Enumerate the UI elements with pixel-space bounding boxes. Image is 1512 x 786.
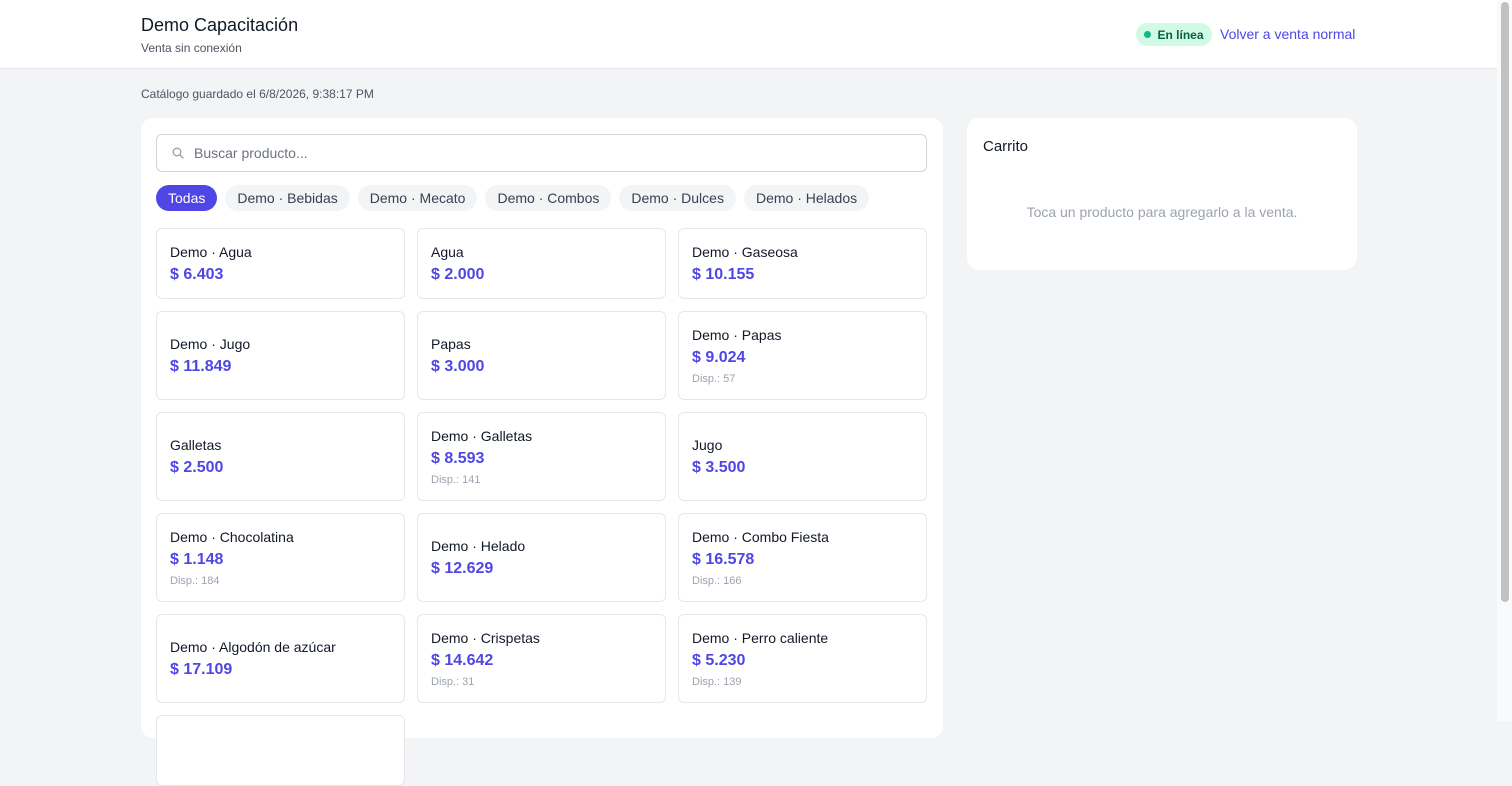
product-card[interactable]: Galletas $ 2.500 [156,412,405,501]
product-price: $ 2.000 [431,265,485,283]
page-scrollbar-thumb[interactable] [1501,2,1509,602]
product-card[interactable]: Demo · Gaseosa $ 10.155 [678,228,927,299]
cart-empty-message: Toca un producto para agregarlo a la ven… [1026,204,1298,220]
product-stock: Disp.: 139 [692,675,742,688]
product-stock: Disp.: 141 [431,473,481,486]
category-chip[interactable]: Demo · Mecato [357,185,478,211]
product-card[interactable]: Jugo $ 3.500 [678,412,927,501]
category-chip[interactable]: Demo · Dulces [619,185,736,211]
search-box [156,134,927,172]
product-price: $ 9.024 [692,348,746,366]
product-name: Agua [431,243,464,260]
back-to-normal-sale-link[interactable]: Volver a venta normal [1220,26,1356,42]
product-card[interactable]: Demo · Papas $ 9.024 Disp.: 57 [678,311,927,400]
category-chip[interactable]: Demo · Bebidas [225,185,350,211]
product-price: $ 17.109 [170,660,233,678]
product-card[interactable]: Demo · Chocolatina $ 1.148 Disp.: 184 [156,513,405,602]
product-stock: Disp.: 57 [692,372,736,385]
product-stock: Disp.: 184 [170,574,220,587]
product-card[interactable]: Demo · Algodón de azúcar $ 17.109 [156,614,405,703]
product-card[interactable]: Demo · Perro caliente $ 5.230 Disp.: 139 [678,614,927,703]
cart-title: Carrito [983,138,1029,155]
product-stock: Disp.: 166 [692,574,742,587]
product-card[interactable]: Demo · Agua $ 6.403 [156,228,405,299]
product-card[interactable]: Demo · Crispetas $ 14.642 Disp.: 31 [417,614,666,703]
catalog-saved-note: Catálogo guardado el 6/8/2026, 9:38:17 P… [141,87,374,101]
product-name: Papas [431,335,471,352]
category-chip[interactable]: Demo · Helados [743,185,870,211]
product-card-partial[interactable] [156,715,405,786]
product-card[interactable]: Demo · Helado $ 12.629 [417,513,666,602]
search-input[interactable] [194,145,914,161]
product-name: Demo · Gaseosa [692,243,798,260]
search-icon [172,147,184,159]
product-name: Demo · Agua [170,243,252,260]
product-name: Demo · Chocolatina [170,528,294,545]
status-dot-icon [1144,31,1152,38]
top-bar: Demo Capacitación Venta sin conexión En … [0,0,1497,69]
category-chip[interactable]: Todas [156,185,218,211]
product-price: $ 2.500 [170,458,224,476]
product-name: Demo · Helado [431,537,526,554]
product-price: $ 10.155 [692,265,755,283]
page-subtitle: Venta sin conexión [141,41,242,55]
product-name: Demo · Combo Fiesta [692,528,829,545]
product-grid: Demo · Agua $ 6.403 Agua $ 2.000 Demo · Gase… [156,228,927,786]
product-card[interactable]: Demo · Combo Fiesta $ 16.578 Disp.: 166 [678,513,927,602]
category-filter-bar: Todas Demo · Bebidas Demo · Mecato Demo · C… [156,185,870,211]
product-price: $ 6.403 [170,265,224,283]
cart-panel: Carrito Toca un producto para agregarlo … [967,118,1357,270]
product-price: $ 1.148 [170,550,224,568]
catalog-panel: Todas Demo · Bebidas Demo · Mecato Demo · C… [141,118,943,786]
product-card[interactable]: Agua $ 2.000 [417,228,666,299]
product-name: Galletas [170,436,222,453]
product-price: $ 3.500 [692,458,746,476]
product-price: $ 11.849 [170,357,232,375]
product-card[interactable]: Demo · Galletas $ 8.593 Disp.: 141 [417,412,666,501]
page-title: Demo Capacitación [141,15,299,35]
product-price: $ 14.642 [431,651,494,669]
product-stock: Disp.: 31 [431,675,475,688]
product-name: Demo · Galletas [431,427,533,444]
online-status-label: En línea [1157,27,1204,42]
online-status-badge: En línea [1136,23,1212,46]
product-price: $ 5.230 [692,651,746,669]
product-name: Demo · Papas [692,326,782,343]
product-card[interactable]: Demo · Jugo $ 11.849 [156,311,405,400]
product-name: Demo · Algodón de azúcar [170,638,336,655]
product-card[interactable]: Papas $ 3.000 [417,311,666,400]
product-price: $ 3.000 [431,357,485,375]
product-name: Jugo [692,436,723,453]
product-name: Demo · Jugo [170,335,251,352]
product-price: $ 16.578 [692,550,755,568]
product-price: $ 8.593 [431,449,485,467]
category-chip[interactable]: Demo · Combos [485,185,612,211]
product-name: Demo · Perro caliente [692,629,829,646]
product-price: $ 12.629 [431,559,494,577]
product-name: Demo · Crispetas [431,629,540,646]
